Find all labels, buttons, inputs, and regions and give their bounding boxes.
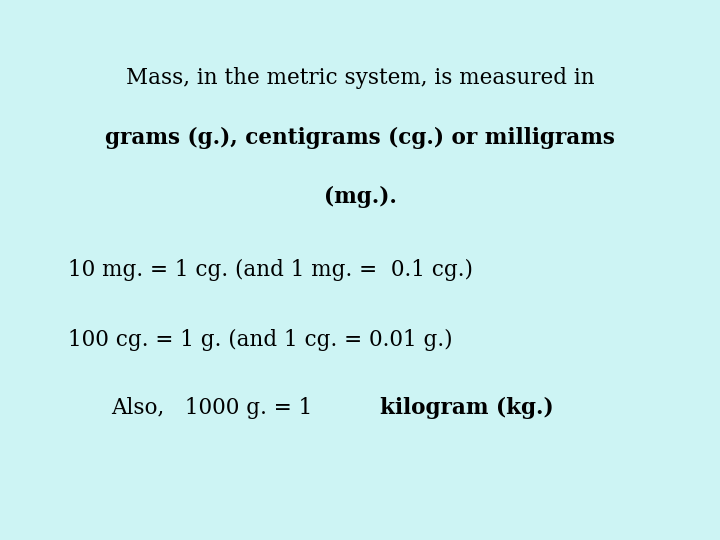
Text: kilogram (kg.): kilogram (kg.) (380, 397, 554, 418)
Text: grams (g.), centigrams (cg.) or milligrams: grams (g.), centigrams (cg.) or milligra… (105, 127, 615, 148)
Text: 100 cg. = 1 g. (and 1 cg. = 0.01 g.): 100 cg. = 1 g. (and 1 cg. = 0.01 g.) (68, 329, 453, 351)
Text: (mg.).: (mg.). (323, 186, 397, 208)
Text: Also,   1000 g. = 1: Also, 1000 g. = 1 (112, 397, 320, 418)
Text: 10 mg. = 1 cg. (and 1 mg. =  0.1 cg.): 10 mg. = 1 cg. (and 1 mg. = 0.1 cg.) (68, 259, 474, 281)
Text: Mass, in the metric system, is measured in: Mass, in the metric system, is measured … (126, 68, 594, 89)
